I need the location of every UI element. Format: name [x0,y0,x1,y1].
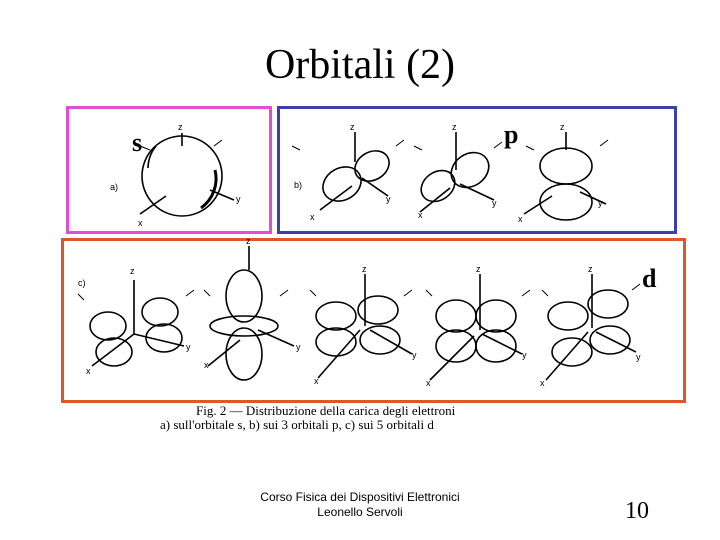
caption-line-1: Fig. 2 — Distribuzione della carica degl… [196,403,456,418]
p-label: p [504,120,519,149]
axis-z-label: z [452,122,457,132]
axis-z-label: z [476,264,481,274]
axis-y-label: y [412,350,417,360]
footer-author: Leonello Servoli [317,505,403,519]
orbital-rays [77,139,641,301]
axis-z-label: z [246,236,251,246]
panel-a-label: a) [110,182,118,192]
axis-x-label: x [310,212,315,222]
axis-y-label: y [186,342,191,352]
s-orbital-frame [66,106,272,234]
axis-z-label: z [588,264,593,274]
axis-z-label: z [362,264,367,274]
footer: Corso Fisica dei Dispositivi Elettronici… [200,490,520,520]
axis-x-label: x [86,366,91,376]
axis-x-label: x [418,210,423,220]
axis-z-label: z [350,122,355,132]
axis-z-label: z [560,122,565,132]
s-label: s [132,128,143,157]
axis-z-label: z [178,122,183,132]
axis-x-label: x [204,360,209,370]
s-orbital-drawing [139,133,235,217]
axis-y-label: y [386,194,391,204]
axis-y-label: y [492,198,497,208]
axis-y-label: y [296,342,301,352]
panel-c-label: c) [78,278,86,288]
axis-x-label: x [426,378,431,388]
p-orbital-drawings [319,132,607,221]
axis-z-label: z [130,266,135,276]
d-orbital-frame [61,238,686,403]
axis-x-label: x [138,218,143,228]
axis-y-label: y [598,198,603,208]
d-orbital-drawings [89,246,637,381]
axis-x-label: x [518,214,523,224]
p-orbital-frame [277,106,677,234]
page-number: 10 [625,498,649,524]
caption-line-2: a) sull'orbitale s, b) sui 3 orbitali p,… [160,417,434,432]
footer-course: Corso Fisica dei Dispositivi Elettronici [260,490,460,504]
panel-b-label: b) [294,180,302,190]
figure-caption: Fig. 2 — Distribuzione della carica degl… [160,404,580,432]
axis-y-label: y [236,194,241,204]
d-label: d [642,264,657,293]
axis-y-label: y [522,350,527,360]
slide-title: Orbitali (2) [264,42,456,88]
axis-y-label: y [636,352,641,362]
axis-x-label: x [540,378,545,388]
axis-x-label: x [314,376,319,386]
